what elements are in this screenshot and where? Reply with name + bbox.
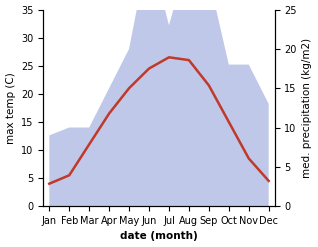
- Y-axis label: max temp (C): max temp (C): [5, 72, 16, 144]
- X-axis label: date (month): date (month): [120, 231, 198, 242]
- Y-axis label: med. precipitation (kg/m2): med. precipitation (kg/m2): [302, 38, 313, 178]
